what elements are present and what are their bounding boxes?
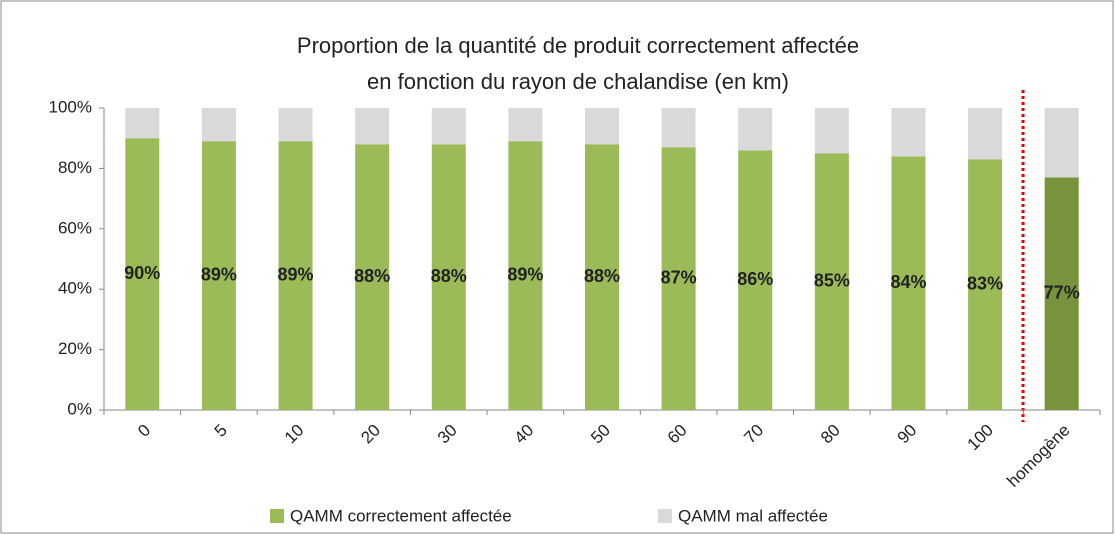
bar-segment [508,108,543,142]
bar-segment [355,108,390,145]
data-label: 88% [431,266,467,286]
legend-label: QAMM correctement affectée [290,506,512,525]
legend-swatch [270,509,284,523]
data-label: 84% [890,272,926,292]
bar-segment [968,108,1003,160]
data-label: 87% [661,267,697,287]
bar-segment [891,156,926,410]
data-label: 85% [814,270,850,290]
y-tick-label: 80% [58,158,92,177]
data-label: 77% [1044,282,1080,302]
bar-segment [814,108,849,154]
bar-segment [891,108,926,157]
y-tick-label: 60% [58,218,92,237]
bar-segment [738,150,773,410]
bar-segment [201,141,236,410]
legend-label: QAMM mal affectée [678,506,828,525]
bar-segment [661,108,696,148]
bar-segment [431,144,466,411]
bar-segment [585,108,619,145]
bar-segment [585,144,619,411]
bar-segment [201,108,236,142]
data-label: 90% [124,263,160,283]
data-label: 88% [354,266,390,286]
bar-segment [508,141,543,410]
bar-segment [431,108,466,145]
data-label: 89% [278,264,314,284]
data-label: 88% [584,266,620,286]
chart-title: en fonction du rayon de chalandise (en k… [367,69,789,94]
bar-segment [355,144,390,411]
legend-swatch [658,509,672,523]
bar-segment [968,159,1003,410]
data-label: 86% [737,269,773,289]
bar-segment [125,108,160,139]
bar-segment [125,138,160,410]
bar-segment [1044,108,1079,178]
bar-segment [738,108,773,151]
y-tick-label: 0% [67,399,92,418]
bar-segment [1044,177,1079,410]
y-tick-label: 100% [49,97,92,116]
data-label: 89% [507,264,543,284]
bar-segment [661,147,696,410]
bar-segment [814,153,849,411]
chart-title: Proportion de la quantité de produit cor… [297,33,859,58]
bar-segment [278,141,313,410]
bar-segment [278,108,313,142]
data-label: 83% [967,273,1003,293]
data-label: 89% [201,264,237,284]
y-tick-label: 20% [58,339,92,358]
y-tick-label: 40% [58,279,92,298]
